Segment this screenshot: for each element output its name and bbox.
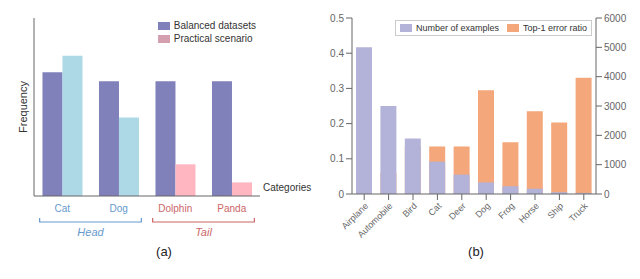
html-text:Categories: Categories	[263, 182, 312, 193]
svg-text:Dog: Dog	[473, 201, 492, 220]
svg-text:Frequency: Frequency	[17, 81, 29, 133]
html-text:Practical scenario: Practical scenario	[173, 33, 253, 44]
svg-text:Airplane: Airplane	[339, 200, 371, 232]
svg-text:Cat: Cat	[54, 203, 70, 214]
svg-text:0: 0	[338, 189, 344, 200]
svg-text:2000: 2000	[604, 130, 627, 141]
html-text:Balanced datasets: Balanced datasets	[173, 20, 256, 31]
svg-text:0.5: 0.5	[330, 13, 344, 24]
svg-text:0: 0	[604, 189, 610, 200]
svg-text:0.3: 0.3	[330, 83, 344, 94]
svg-text:Bird: Bird	[401, 201, 419, 219]
svg-text:Dolphin: Dolphin	[158, 203, 192, 214]
html-text:(a): (a)	[156, 244, 172, 259]
svg-text:Dog: Dog	[110, 203, 128, 214]
html-text:Top-1 error ratio: Top-1 error ratio	[523, 23, 587, 33]
svg-text:6000: 6000	[604, 13, 627, 24]
svg-text:0.2: 0.2	[330, 118, 344, 129]
svg-text:0.4: 0.4	[330, 48, 344, 59]
svg-text:4000: 4000	[604, 71, 627, 82]
svg-text:Frog: Frog	[496, 201, 516, 221]
svg-text:Head: Head	[77, 226, 104, 238]
svg-text:5000: 5000	[604, 42, 627, 53]
svg-text:3000: 3000	[604, 101, 627, 112]
svg-text:0.1: 0.1	[330, 153, 344, 164]
svg-text:1000: 1000	[604, 159, 627, 170]
svg-text:Tail: Tail	[195, 226, 212, 238]
svg-text:Truck: Truck	[567, 201, 590, 224]
svg-text:Horse: Horse	[517, 201, 541, 225]
svg-text:Ship: Ship	[546, 201, 566, 221]
svg-text:Deer: Deer	[447, 201, 468, 222]
svg-text:Automobile: Automobile	[356, 201, 395, 240]
html-text:Number of examples: Number of examples	[415, 23, 499, 33]
svg-text:Cat: Cat	[426, 201, 443, 218]
html-text:(b): (b)	[468, 244, 484, 259]
svg-text:Panda: Panda	[217, 203, 246, 214]
